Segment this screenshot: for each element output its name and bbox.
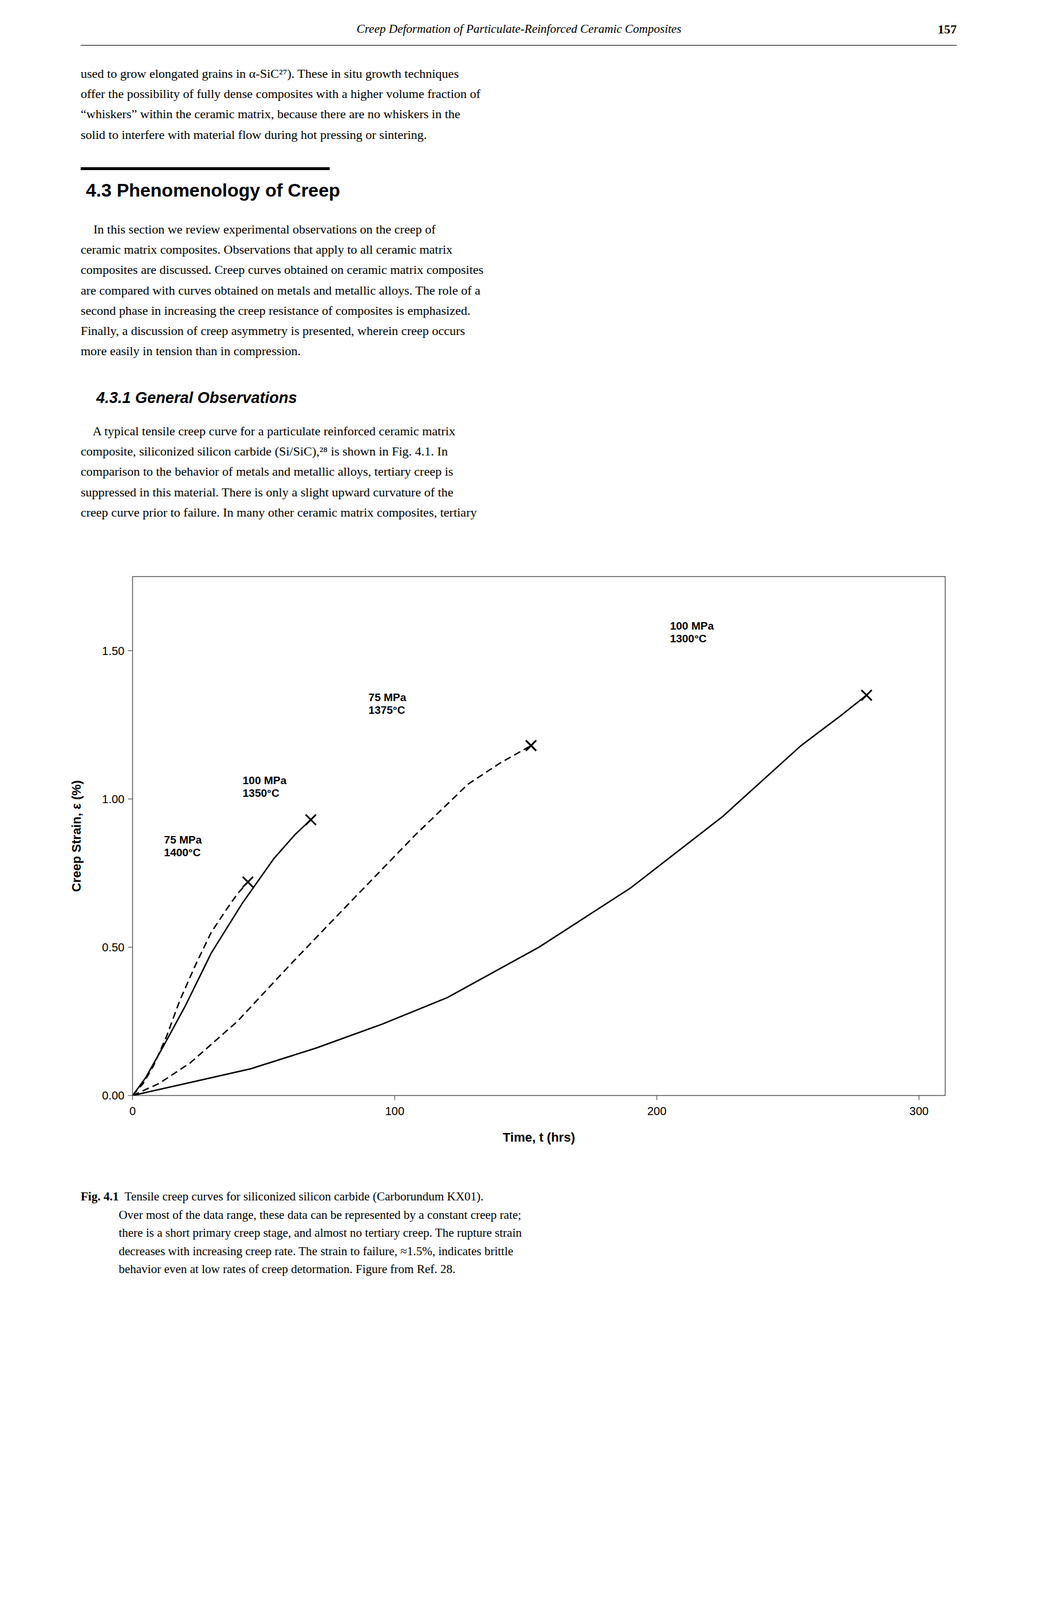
- creep-curve: [132, 695, 867, 1096]
- y-tick: [127, 798, 133, 799]
- y-tick: [127, 1095, 133, 1096]
- caption-label: Fig. 4.1: [80, 1187, 119, 1279]
- header-rule: [80, 44, 957, 46]
- x-tick-label: 200: [647, 1104, 667, 1117]
- subsection-heading: 4.3.1 General Observations: [96, 389, 297, 407]
- creep-curve: [132, 819, 311, 1096]
- x-tick-label: 0: [129, 1104, 136, 1117]
- chart: 0 100 200 300 0.00 0.50 1.00 1.50 Time, t (hrs) C…: [0, 553, 1038, 1165]
- page-header: Creep Deformation of Particulate-Reinfor…: [0, 21, 1038, 37]
- y-tick: [127, 946, 133, 947]
- x-tick: [918, 1095, 920, 1100]
- x-tick: [656, 1095, 658, 1100]
- y-tick-label: 0.50: [102, 940, 125, 954]
- rupture-marker: [305, 814, 316, 825]
- x-tick: [394, 1095, 395, 1100]
- paragraph: used to grow elongated grains in α-SiC²⁷…: [80, 63, 481, 145]
- page-number: 157: [937, 21, 957, 37]
- curve-annotation: 100 MPa1300°C: [669, 619, 714, 645]
- y-tick-label: 1.00: [102, 792, 125, 806]
- y-axis-label: Creep Strain, ε (%): [69, 779, 84, 892]
- x-tick: [132, 1095, 134, 1100]
- paragraph: In this section we review experimental o…: [80, 219, 484, 361]
- x-tick-label: 100: [384, 1104, 405, 1117]
- plot-area: [132, 689, 873, 1096]
- caption-text: Tensile creep curves for siliconized sil…: [118, 1187, 522, 1279]
- curve-annotation: 100 MPa1350°C: [242, 774, 287, 799]
- section-rule: [80, 167, 330, 171]
- x-tick-label: 300: [909, 1104, 929, 1117]
- rupture-marker: [525, 740, 537, 751]
- rupture-marker: [242, 876, 254, 887]
- paragraph: A typical tensile creep curve for a part…: [80, 420, 477, 523]
- curve-annotation: 75 MPa1375°C: [368, 691, 407, 716]
- x-axis-label: Time, t (hrs): [502, 1129, 576, 1145]
- rupture-marker: [861, 689, 873, 701]
- section-heading: 4.3 Phenomenology of Creep: [85, 179, 341, 202]
- curve-annotation: 75 MPa1400°C: [164, 833, 203, 859]
- y-tick-label: 1.50: [102, 644, 125, 658]
- y-tick: [127, 650, 133, 651]
- y-tick-label: 0.00: [102, 1088, 125, 1102]
- plot-frame: [132, 576, 946, 1096]
- caption: Fig. 4.1 Tensile creep curves for silico…: [80, 1187, 522, 1279]
